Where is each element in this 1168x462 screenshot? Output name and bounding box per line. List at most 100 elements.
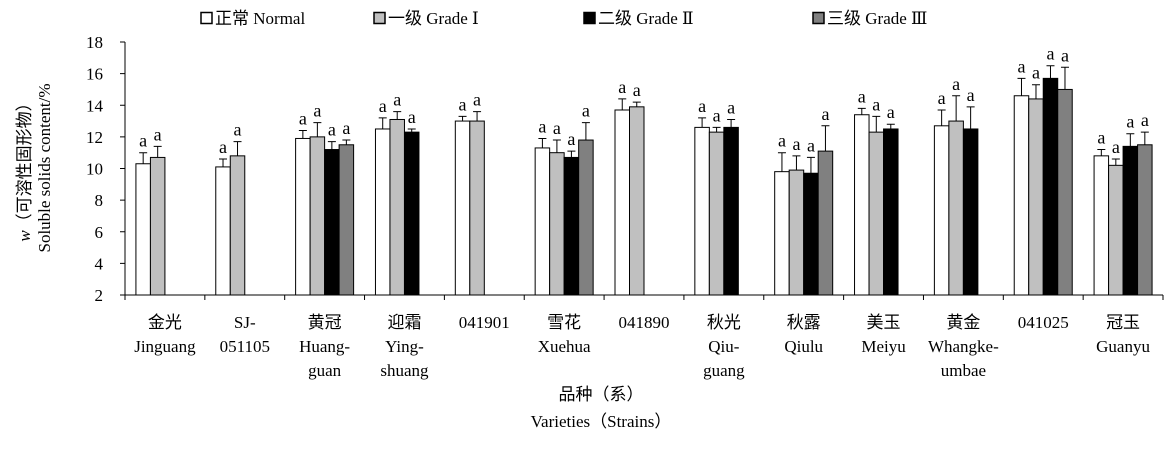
error-bar-series-2-category-12 <box>1031 84 1040 99</box>
y-tick-label: 8 <box>95 191 104 210</box>
bar-series-3-category-4 <box>403 131 420 296</box>
bar-series-1-category-9 <box>774 171 790 296</box>
category-label-13-line-2: Guanyu <box>1096 337 1150 356</box>
significance-label-series-3-category-12: a <box>1046 44 1054 64</box>
category-label-1-line-2: Jinguang <box>134 337 196 356</box>
legend-swatch-series-2 <box>373 11 386 25</box>
significance-label-series-2-category-5: a <box>473 90 481 110</box>
error-bar-series-4-category-3 <box>342 139 351 145</box>
bar-series-3-category-11 <box>962 128 979 296</box>
category-label-4-line-2: Ying- <box>385 337 424 356</box>
error-bar-series-4-category-12 <box>1060 66 1069 90</box>
significance-label-series-3-category-4: a <box>408 107 416 127</box>
x-axis-title-en: Varieties（Strains） <box>531 412 672 431</box>
significance-label-series-1-category-3: a <box>299 109 307 129</box>
error-bar-series-1-category-5 <box>458 115 467 122</box>
error-bar-series-1-category-6 <box>538 137 547 148</box>
error-bar-series-3-category-6 <box>567 150 576 158</box>
significance-label-series-2-category-12: a <box>1032 63 1040 83</box>
category-label-9-line-2: Qiulu <box>784 337 823 356</box>
significance-label-series-2-category-4: a <box>393 90 401 110</box>
bar-series-1-category-13 <box>1093 155 1110 296</box>
bar-series-1-category-3 <box>295 137 311 296</box>
y-tick-label: 16 <box>86 65 103 84</box>
error-bar-series-3-category-8 <box>727 118 736 128</box>
bar-series-1-category-6 <box>534 147 551 296</box>
error-bar-series-3-category-13 <box>1126 133 1135 147</box>
error-bar-series-2-category-7 <box>632 101 641 107</box>
significance-label-series-1-category-8: a <box>698 96 706 116</box>
error-bar-series-1-category-3 <box>298 130 307 139</box>
category-label-8-line-3: guang <box>703 361 745 380</box>
significance-label-series-3-category-3: a <box>328 120 336 140</box>
legend-swatch-series-3 <box>583 11 596 25</box>
y-axis-title-name-en: Soluble solids content/% <box>35 83 54 252</box>
error-bar-series-1-category-9 <box>777 152 786 172</box>
significance-label-series-3-category-8: a <box>727 97 735 117</box>
bar-series-2-category-5 <box>469 120 485 296</box>
bar-series-3-category-3 <box>324 149 340 296</box>
bar-series-2-category-6 <box>549 152 565 296</box>
significance-label-series-2-category-3: a <box>313 101 321 121</box>
significance-label-series-4-category-13: a <box>1141 110 1149 130</box>
legend: 正常 Normal 一级 Grade Ⅰ 二级 Grade Ⅱ 三级 Grade Ⅲ <box>200 9 927 28</box>
category-label-2-line-2: 051105 <box>220 337 270 356</box>
bar-series-2-category-4 <box>389 118 405 296</box>
significance-label-series-1-category-1: a <box>139 131 147 151</box>
significance-label-series-2-category-6: a <box>553 118 561 138</box>
significance-label-series-3-category-11: a <box>967 85 975 105</box>
significance-label-series-2-category-10: a <box>872 94 880 114</box>
category-label-6-line-1: 雪花 <box>547 313 581 332</box>
category-label-11-line-1: 黄金 <box>946 313 980 332</box>
category-label-4-line-1: 迎霜 <box>387 313 421 332</box>
error-bar-series-3-category-10 <box>886 123 895 129</box>
category-label-6-line-2: Xuehua <box>538 337 591 356</box>
error-bar-series-2-category-4 <box>393 111 402 120</box>
category-label-10-line-2: Meiyu <box>861 337 906 356</box>
category-label-10-line-1: 美玉 <box>867 313 901 332</box>
legend-label-series-1: 正常 Normal <box>215 9 305 28</box>
y-axis-title-name-cn: （可溶性固形物） <box>15 94 34 230</box>
category-label-5-line-1: 041901 <box>459 313 510 332</box>
y-tick-label: 4 <box>95 254 104 273</box>
significance-label-series-4-category-12: a <box>1061 45 1069 65</box>
legend-swatch-series-1 <box>200 11 213 25</box>
y-tick-label: 14 <box>86 96 104 115</box>
category-label-11-line-2: Whangke- <box>928 337 999 356</box>
y-axis-title-line-1: w（可溶性固形物） <box>15 94 34 241</box>
error-bar-series-3-category-4 <box>407 128 416 133</box>
error-bar-series-2-category-8 <box>712 126 721 133</box>
significance-label-series-1-category-2: a <box>219 137 227 157</box>
category-labels: 金光 Jinguang SJ- 051105 黄冠 Huang-guan 迎霜 Ying-sh… <box>134 313 1150 380</box>
bar-series-2-category-3 <box>309 136 326 296</box>
bar-series-4-category-12 <box>1057 88 1073 296</box>
significance-label-series-1-category-12: a <box>1017 56 1025 76</box>
bar-series-1-category-5 <box>454 120 471 296</box>
bar-series-1-category-4 <box>374 128 391 296</box>
error-bar-series-2-category-5 <box>473 111 482 122</box>
error-bar-series-2-category-9 <box>792 155 801 171</box>
category-label-7-line-1: 041890 <box>619 313 670 332</box>
bar-series-4-category-9 <box>817 150 834 296</box>
error-bar-series-3-category-12 <box>1046 65 1055 79</box>
y-tick-label: 12 <box>86 128 103 147</box>
significance-label-series-2-category-13: a <box>1112 137 1120 157</box>
error-bar-series-2-category-6 <box>552 139 561 153</box>
category-label-13-line-1: 冠玉 <box>1106 313 1140 332</box>
x-axis-title-cn: 品种（系） <box>559 385 644 404</box>
category-label-3-line-1: 黄冠 <box>308 313 342 332</box>
significance-label-series-1-category-11: a <box>938 88 946 108</box>
bar-series-2-category-9 <box>788 169 805 296</box>
error-bar-series-4-category-9 <box>821 125 830 152</box>
error-bar-series-1-category-12 <box>1017 77 1026 96</box>
significance-label-series-1-category-6: a <box>538 116 546 136</box>
error-bar-series-4-category-6 <box>581 122 590 141</box>
y-tick-label: 2 <box>95 286 104 305</box>
error-bar-series-3-category-3 <box>327 141 336 150</box>
significance-label-series-2-category-1: a <box>154 124 162 144</box>
bar-series-2-category-11 <box>948 120 964 296</box>
category-label-3-line-2: Huang- <box>299 337 350 356</box>
bar-series-3-category-8 <box>723 126 739 296</box>
